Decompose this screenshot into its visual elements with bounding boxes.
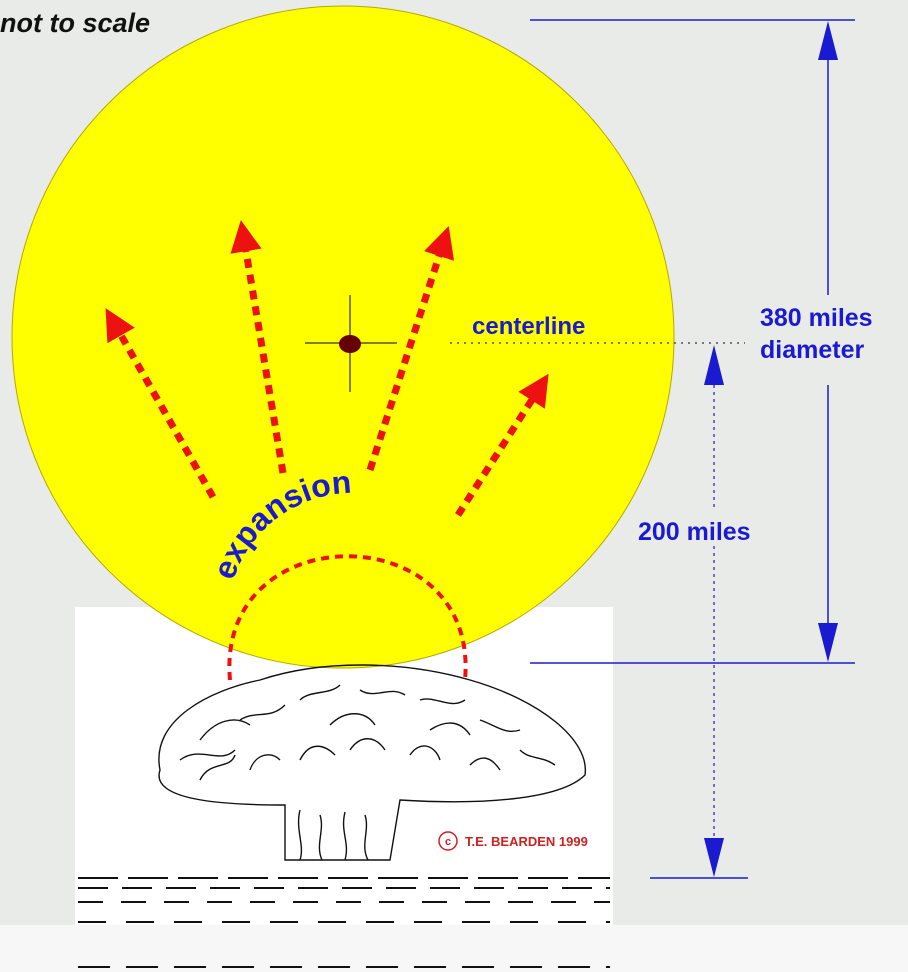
copyright-symbol: c [445, 836, 451, 848]
height-label: 200 miles [638, 518, 751, 546]
copyright-text: T.E. BEARDEN 1999 [465, 834, 588, 849]
diagram: expansion c T.E. BEARDEN 1999 not to sca… [0, 0, 908, 972]
diameter-word: diameter [760, 336, 864, 364]
centerline-label: centerline [472, 313, 585, 340]
page: expansion c T.E. BEARDEN 1999 not to sca… [0, 0, 908, 972]
diameter-value: 380 miles [760, 304, 873, 332]
bottom-band [0, 925, 908, 972]
note: not to scale [0, 8, 150, 38]
